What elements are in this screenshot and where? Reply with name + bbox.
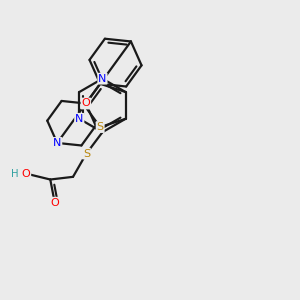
Text: H: H: [11, 169, 18, 178]
Text: N: N: [53, 138, 61, 148]
Text: S: S: [83, 148, 90, 159]
Text: N: N: [98, 74, 106, 84]
Text: O: O: [22, 169, 30, 178]
Text: O: O: [82, 98, 90, 109]
Text: S: S: [97, 122, 104, 132]
Text: O: O: [50, 198, 59, 208]
Text: N: N: [75, 114, 83, 124]
